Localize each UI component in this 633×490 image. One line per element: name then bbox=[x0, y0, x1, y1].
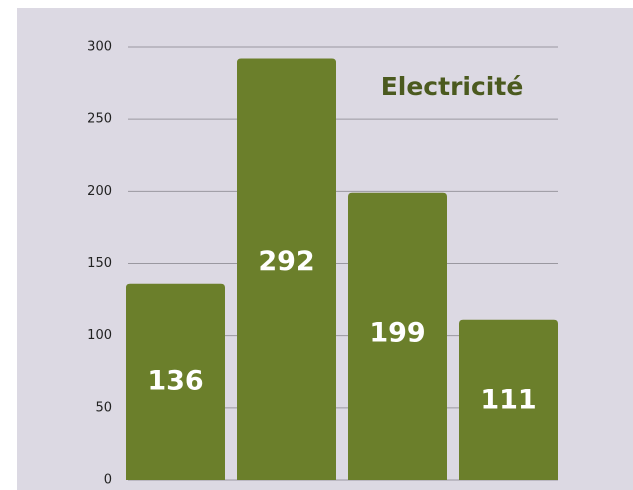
bar bbox=[348, 192, 447, 480]
chart-title: Electricité bbox=[381, 72, 524, 101]
value-label: 136 bbox=[147, 365, 203, 396]
bar bbox=[126, 283, 225, 480]
value-label: 199 bbox=[369, 317, 425, 348]
bar bbox=[237, 58, 336, 481]
y-tick-label: 300 bbox=[87, 40, 112, 55]
bar bbox=[459, 319, 558, 480]
y-tick-label: 100 bbox=[87, 328, 112, 343]
y-tick-label: 0 bbox=[104, 473, 112, 488]
y-tick-label: 250 bbox=[87, 112, 112, 127]
value-label: 111 bbox=[480, 385, 536, 416]
y-tick-label: 200 bbox=[87, 184, 112, 199]
value-label: 292 bbox=[258, 246, 314, 277]
y-tick-label: 50 bbox=[95, 400, 112, 415]
y-tick-label: 150 bbox=[87, 256, 112, 271]
